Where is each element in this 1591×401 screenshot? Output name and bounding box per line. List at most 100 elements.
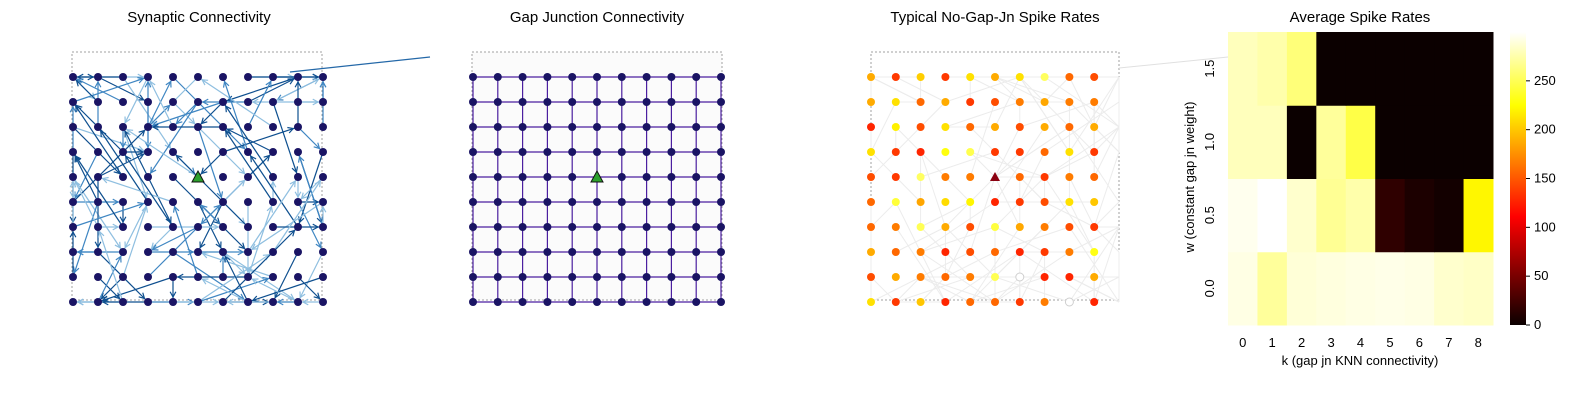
neuron-node [269,173,277,181]
rate-neuron-node [1015,223,1024,231]
synapse-edge [147,101,199,178]
neuron-node [119,98,127,106]
heatmap-cell [1257,32,1288,106]
background-edge [1093,151,1120,228]
neuron-node [194,98,202,106]
rate-neuron-node [1040,148,1049,156]
rate-neuron-node [991,123,999,131]
rate-neuron-node [1065,223,1074,231]
neuron-node [617,223,626,231]
neuron-node [469,173,477,181]
neuron-node [144,148,152,156]
synapse-arrowhead [126,129,134,136]
heatmap-x-ticks: 0 1 2 3 4 5 6 7 8 [1239,335,1482,350]
background-edge [895,201,922,253]
rate-neuron-node [916,173,925,181]
neuron-node [94,198,102,206]
neuron-node [518,173,527,181]
neuron-node [593,198,601,206]
rate-neuron-node [1040,198,1049,206]
neuron-node [617,73,626,81]
colorbar-tick-label: 250 [1534,73,1556,88]
neuron-node [593,298,601,306]
neuron-node [194,123,202,131]
synapse-arrowhead [319,205,327,213]
neuron-node [692,73,701,81]
synapse-arrowhead [238,179,246,187]
background-edge [1093,126,1120,178]
synapse-arrowhead [75,155,82,163]
neuron-node [667,173,676,181]
neuron-node [269,223,277,231]
neuron-node [593,73,601,81]
rate-neuron-node [1090,298,1099,306]
rate-neuron-node [966,198,975,206]
synapse-arrowhead [138,129,146,137]
rate-neuron-node [991,223,999,231]
synapse-arrowhead [294,191,302,199]
neuron-node [543,223,552,231]
heatmap-cell [1286,105,1317,179]
rate-neuron-node [941,198,950,206]
rate-neuron-node [941,298,950,306]
neuron-node [642,98,651,106]
background-edge [994,276,1021,303]
synapse-arrowhead [251,98,259,106]
synapse-arrowhead [315,241,322,249]
neuron-node [717,73,725,81]
neuron-node [94,223,102,231]
heatmap-cell [1228,251,1258,326]
synapse-edge [122,76,149,128]
synapse-edge [72,151,99,203]
neuron-node [593,98,601,106]
neuron-node [667,73,676,81]
heatmap-cell [1316,105,1347,179]
heatmap-cell [1286,32,1317,106]
synapse-arrowhead [151,120,159,128]
neuron-node [568,248,577,256]
neuron-node [617,198,626,206]
synapse-edge [147,226,199,253]
neuron-node [319,223,327,231]
neuron-node [244,123,252,131]
rate-neuron-node [867,73,875,81]
rate-neuron-node [916,73,925,81]
background-edge [895,276,921,303]
neuron-node [493,98,502,106]
synapse-arrowhead [224,255,231,263]
synapse-edge [172,151,249,228]
rate-neuron-node [867,148,875,156]
neuron-node [469,123,477,131]
neuron-node [568,298,577,306]
neuron-node [69,98,77,106]
background-edge [1093,101,1120,128]
synapse-arrowhead [94,241,102,249]
neuron-node [69,173,77,181]
rate-neuron-node [867,123,875,131]
synapse-arrowhead [169,291,177,299]
neuron-node [667,198,676,206]
neuron-node [469,148,477,156]
rate-neuron-node [991,73,999,81]
synapse-arrowhead [75,79,83,87]
background-edge [1019,101,1095,128]
synapse-edge [72,101,124,178]
neuron-node [94,123,102,131]
neuron-node [269,123,277,131]
synapse-arrowhead [72,266,80,274]
neuron-node [144,98,152,106]
neuron-node [294,173,302,181]
synapse-arrowhead [137,76,145,84]
neuron-node [244,173,252,181]
neuron-node [642,298,651,306]
neuron-node [593,148,601,156]
neuron-node [319,298,327,306]
synapse-arrowhead [312,78,320,85]
rates-edges [870,76,1120,303]
rate-neuron-node [1040,123,1049,131]
neuron-node [692,123,701,131]
background-edge [1044,151,1095,178]
neuron-node [543,173,552,181]
neuron-node [144,298,152,306]
